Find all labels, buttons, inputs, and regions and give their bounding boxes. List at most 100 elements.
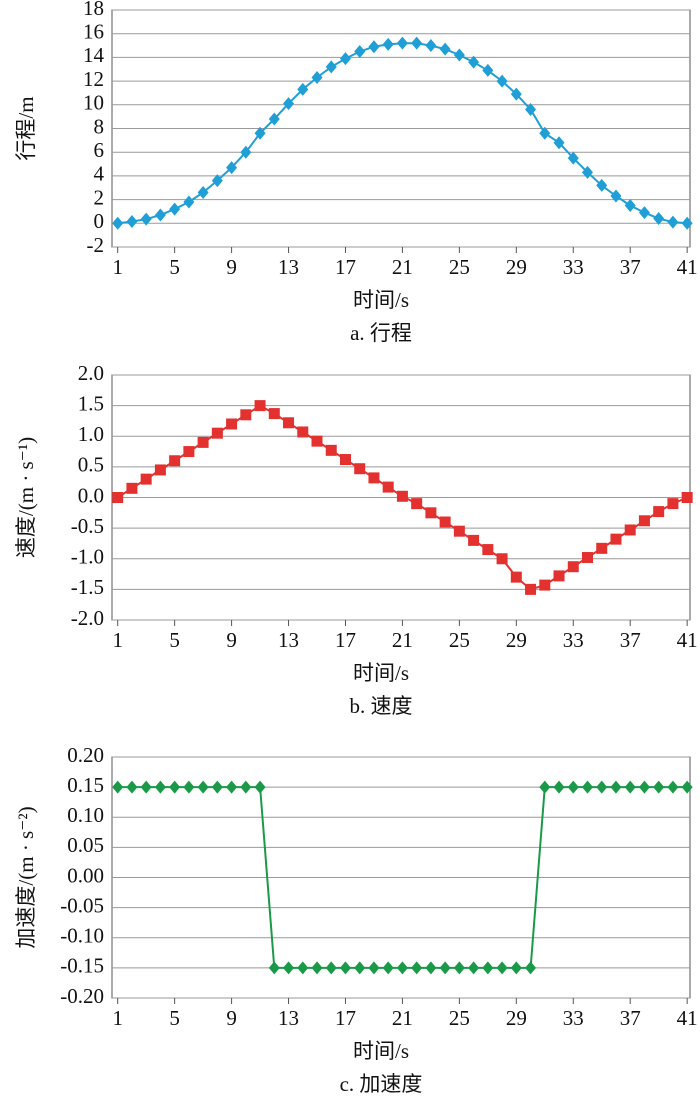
data-point bbox=[325, 444, 337, 456]
x-tick-label: 25 bbox=[449, 628, 470, 652]
data-point bbox=[411, 498, 423, 510]
data-point bbox=[211, 780, 223, 794]
data-point bbox=[354, 463, 366, 475]
x-tick-label: 25 bbox=[449, 255, 470, 279]
data-point bbox=[169, 455, 181, 467]
data-point bbox=[268, 961, 280, 975]
data-point bbox=[268, 408, 280, 420]
data-point bbox=[197, 780, 209, 794]
data-point bbox=[297, 426, 309, 438]
y-tick-label: -0.10 bbox=[60, 924, 104, 948]
data-point bbox=[610, 780, 622, 794]
data-point bbox=[596, 542, 608, 554]
data-point bbox=[140, 212, 152, 226]
data-point bbox=[112, 780, 124, 794]
x-tick-label: 1 bbox=[112, 1006, 123, 1030]
data-point bbox=[211, 427, 223, 439]
data-point bbox=[496, 74, 508, 88]
data-point bbox=[197, 436, 209, 448]
data-point bbox=[439, 42, 451, 56]
data-point bbox=[482, 63, 494, 77]
y-tick-label: -1.5 bbox=[71, 575, 104, 599]
x-tick-label: 37 bbox=[620, 255, 641, 279]
data-point bbox=[382, 961, 394, 975]
data-point bbox=[525, 961, 537, 975]
data-point bbox=[226, 161, 238, 175]
x-tick-label: 41 bbox=[677, 1006, 698, 1030]
data-point bbox=[653, 780, 665, 794]
data-point bbox=[283, 97, 295, 111]
data-point bbox=[496, 553, 508, 565]
data-point bbox=[439, 961, 451, 975]
data-point bbox=[140, 780, 152, 794]
x-tick-label: 29 bbox=[506, 628, 527, 652]
y-tick-label: 0.10 bbox=[67, 803, 104, 827]
data-point bbox=[339, 52, 351, 66]
y-tick-label: 16 bbox=[83, 20, 104, 44]
data-point bbox=[624, 199, 636, 213]
data-point bbox=[354, 961, 366, 975]
data-point bbox=[425, 961, 437, 975]
data-point bbox=[681, 216, 693, 230]
data-point bbox=[510, 571, 522, 583]
data-point bbox=[581, 165, 593, 179]
data-point bbox=[112, 492, 124, 503]
x-tick-label: 17 bbox=[335, 628, 356, 652]
y-tick-label: 2 bbox=[94, 185, 105, 209]
y-tick-label: 14 bbox=[83, 43, 105, 67]
data-point bbox=[453, 961, 465, 975]
data-point bbox=[297, 82, 309, 96]
data-point bbox=[411, 36, 423, 50]
data-point bbox=[638, 780, 650, 794]
data-point bbox=[368, 472, 380, 484]
data-point bbox=[339, 961, 351, 975]
x-axis-label: 时间/s bbox=[353, 1039, 409, 1063]
data-point bbox=[339, 454, 351, 466]
data-point bbox=[468, 961, 480, 975]
data-point bbox=[211, 174, 223, 188]
data-point bbox=[197, 185, 209, 199]
x-tick-label: 9 bbox=[226, 1006, 237, 1030]
data-point bbox=[539, 579, 551, 591]
data-point bbox=[283, 961, 295, 975]
data-point bbox=[681, 780, 693, 794]
x-tick-label: 17 bbox=[335, 1006, 356, 1030]
data-point bbox=[382, 481, 394, 493]
data-point bbox=[610, 533, 622, 545]
y-tick-label: -2.0 bbox=[71, 606, 104, 630]
y-tick-label: 12 bbox=[83, 67, 104, 91]
data-point bbox=[539, 780, 551, 794]
y-tick-label: 0.05 bbox=[67, 833, 104, 857]
x-tick-label: 33 bbox=[563, 628, 584, 652]
y-axis-label: 加速度/(m · s⁻²) bbox=[14, 806, 38, 948]
caption: b. 速度 bbox=[350, 694, 413, 718]
data-point bbox=[240, 145, 252, 159]
y-tick-label: 2.0 bbox=[78, 361, 104, 385]
y-tick-label: 18 bbox=[83, 0, 104, 20]
data-point bbox=[226, 418, 238, 430]
data-point bbox=[653, 506, 665, 518]
chart: -0.20 -0.15 -0.10 -0.05 0.00 0.05 0.10 0.15 0.20… bbox=[14, 743, 698, 1096]
x-tick-label: 1 bbox=[112, 255, 123, 279]
data-point bbox=[667, 780, 679, 794]
data-point bbox=[425, 39, 437, 53]
x-tick-label: 13 bbox=[278, 1006, 299, 1030]
x-tick-label: 37 bbox=[620, 628, 641, 652]
data-point bbox=[126, 215, 138, 229]
data-point bbox=[226, 780, 238, 794]
data-point bbox=[638, 515, 650, 527]
data-point bbox=[624, 780, 636, 794]
caption: a. 行程 bbox=[350, 321, 412, 345]
y-tick-label: 6 bbox=[94, 138, 105, 162]
data-point bbox=[254, 400, 266, 412]
x-axis-label: 时间/s bbox=[353, 288, 409, 312]
x-tick-label: 21 bbox=[392, 628, 413, 652]
data-point bbox=[368, 40, 380, 54]
x-tick-label: 13 bbox=[278, 255, 299, 279]
data-point bbox=[411, 961, 423, 975]
x-tick-label: 5 bbox=[169, 628, 180, 652]
x-tick-label: 33 bbox=[563, 1006, 584, 1030]
data-point bbox=[482, 544, 494, 556]
x-tick-label: 41 bbox=[677, 255, 698, 279]
data-point bbox=[112, 216, 124, 230]
